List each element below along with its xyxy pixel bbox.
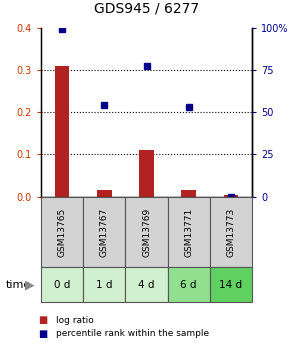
Text: GSM13767: GSM13767 — [100, 207, 109, 257]
Text: GSM13769: GSM13769 — [142, 207, 151, 257]
Bar — [181, 190, 196, 197]
Bar — [168, 267, 210, 302]
Text: GSM13773: GSM13773 — [226, 207, 235, 257]
Text: 1 d: 1 d — [96, 280, 113, 289]
Text: 0 d: 0 d — [54, 280, 70, 289]
Bar — [55, 66, 69, 197]
Text: ▶: ▶ — [25, 278, 35, 291]
Text: ■: ■ — [38, 315, 47, 325]
Text: ■: ■ — [38, 329, 47, 339]
Text: 14 d: 14 d — [219, 280, 242, 289]
Text: GSM13765: GSM13765 — [58, 207, 67, 257]
Bar — [224, 195, 238, 197]
Bar — [41, 267, 83, 302]
Text: 6 d: 6 d — [180, 280, 197, 289]
Bar — [125, 197, 168, 267]
Text: 4 d: 4 d — [138, 280, 155, 289]
Bar — [139, 150, 154, 197]
Text: time: time — [6, 280, 31, 289]
Bar — [125, 267, 168, 302]
Text: log ratio: log ratio — [56, 316, 93, 325]
Text: GSM13771: GSM13771 — [184, 207, 193, 257]
Bar — [83, 197, 125, 267]
Bar — [168, 197, 210, 267]
Text: GDS945 / 6277: GDS945 / 6277 — [94, 1, 199, 16]
Text: percentile rank within the sample: percentile rank within the sample — [56, 329, 209, 338]
Bar — [210, 267, 252, 302]
Bar — [210, 197, 252, 267]
Bar — [83, 267, 125, 302]
Bar — [41, 197, 83, 267]
Bar — [97, 190, 112, 197]
